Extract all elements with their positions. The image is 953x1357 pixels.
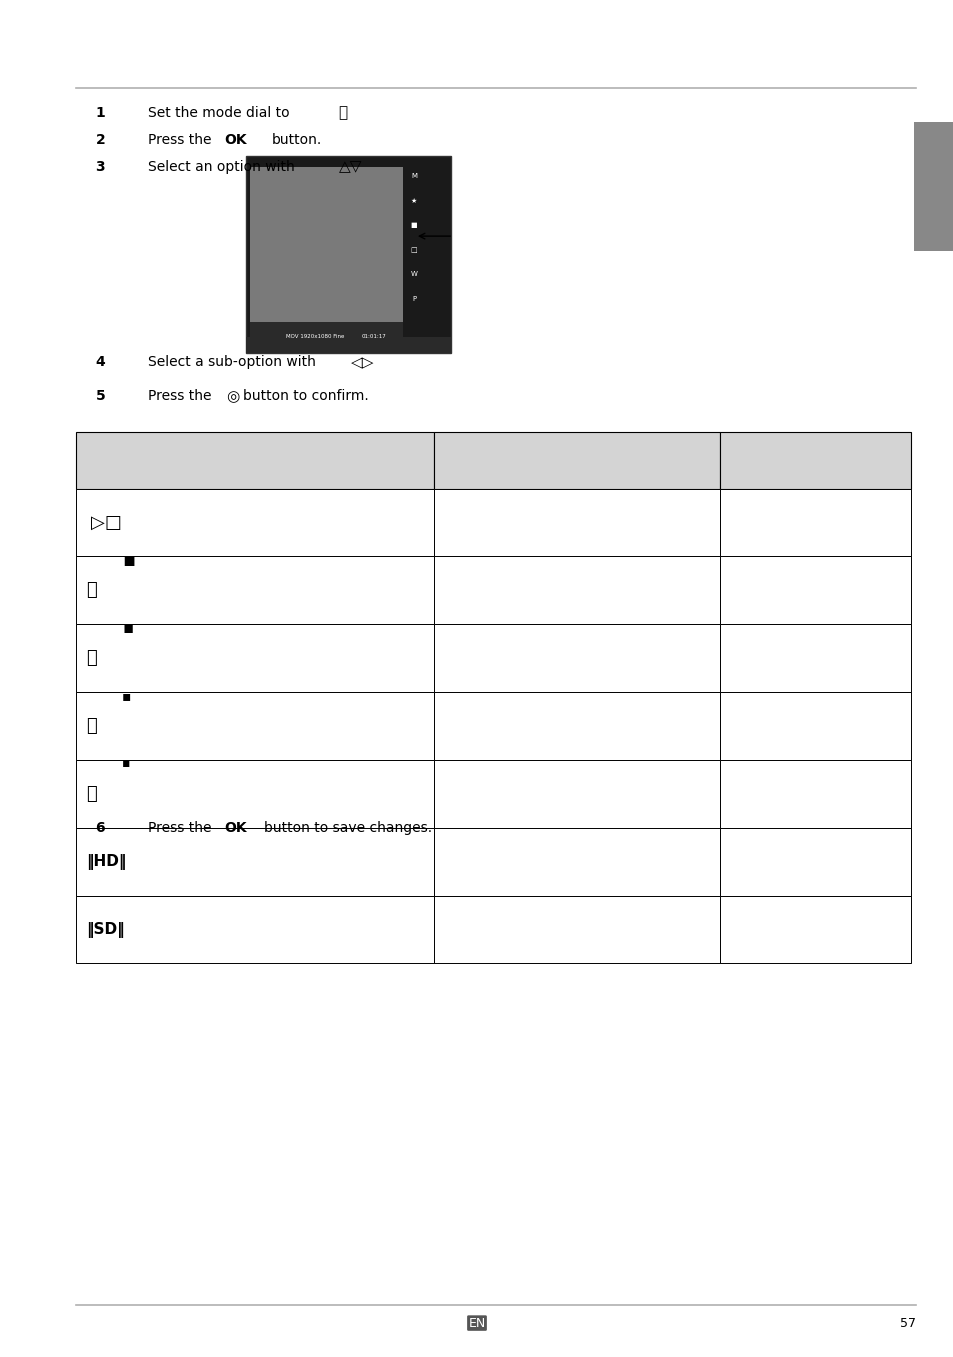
Text: W: W <box>410 271 417 277</box>
Text: 1: 1 <box>95 106 105 119</box>
Text: 2: 2 <box>95 133 105 147</box>
Bar <box>720 828 910 896</box>
Text: Select an option with: Select an option with <box>148 160 294 174</box>
Bar <box>434 828 720 896</box>
Text: 🎥: 🎥 <box>86 784 96 803</box>
Bar <box>434 624 720 692</box>
Text: 🎥: 🎥 <box>338 104 348 121</box>
Bar <box>434 896 720 963</box>
Text: ◁▷: ◁▷ <box>351 354 375 370</box>
Bar <box>76 489 434 556</box>
Bar <box>250 322 402 346</box>
Text: M: M <box>411 174 416 179</box>
Text: ▪: ▪ <box>122 551 135 570</box>
Bar <box>76 556 434 624</box>
Text: ▷□: ▷□ <box>91 513 121 532</box>
Text: EN: EN <box>468 1316 485 1330</box>
Bar <box>720 489 910 556</box>
Text: 5: 5 <box>95 389 105 403</box>
Text: button to save changes.: button to save changes. <box>264 821 432 835</box>
Text: Press the: Press the <box>148 821 212 835</box>
Bar <box>250 167 402 346</box>
Text: △▽: △▽ <box>338 159 362 175</box>
Bar <box>434 556 720 624</box>
Text: ◎: ◎ <box>226 388 239 404</box>
Text: Press the: Press the <box>148 389 212 403</box>
Text: Press the: Press the <box>148 133 212 147</box>
Text: 🎥: 🎥 <box>86 716 96 735</box>
Bar <box>720 692 910 760</box>
Text: ‖SD‖: ‖SD‖ <box>86 921 124 938</box>
Bar <box>76 692 434 760</box>
Bar <box>720 624 910 692</box>
Text: 🎥: 🎥 <box>86 581 96 600</box>
Text: P: P <box>412 296 416 301</box>
Bar <box>434 432 720 489</box>
Text: ▪: ▪ <box>122 757 131 771</box>
Bar <box>434 489 720 556</box>
Bar <box>76 896 434 963</box>
Text: Set the mode dial to: Set the mode dial to <box>148 106 289 119</box>
Text: ▪: ▪ <box>122 689 132 703</box>
Bar <box>246 156 451 353</box>
Text: 🎥: 🎥 <box>86 649 96 668</box>
Text: OK: OK <box>224 133 247 147</box>
Text: button to confirm.: button to confirm. <box>243 389 369 403</box>
Bar <box>76 828 434 896</box>
Text: □: □ <box>411 247 416 252</box>
Bar <box>402 167 425 322</box>
Bar <box>720 556 910 624</box>
Bar <box>720 760 910 828</box>
Text: 01:01:17: 01:01:17 <box>361 334 386 339</box>
Text: button.: button. <box>272 133 322 147</box>
Text: ★: ★ <box>411 198 416 204</box>
Text: ‖HD‖: ‖HD‖ <box>86 854 126 870</box>
Text: ■: ■ <box>411 223 416 228</box>
Bar <box>720 896 910 963</box>
Bar <box>246 337 451 353</box>
Bar <box>76 760 434 828</box>
Text: Select a sub-option with: Select a sub-option with <box>148 356 315 369</box>
Text: OK: OK <box>224 821 247 835</box>
Text: ▪: ▪ <box>122 619 133 638</box>
Bar <box>434 760 720 828</box>
Bar <box>913 122 953 251</box>
Text: 6: 6 <box>95 821 105 835</box>
Bar <box>76 624 434 692</box>
Text: 4: 4 <box>95 356 105 369</box>
Bar <box>434 692 720 760</box>
Text: MOV 1920x1080 Fine: MOV 1920x1080 Fine <box>286 334 344 339</box>
Bar <box>76 432 434 489</box>
Bar <box>720 432 910 489</box>
Text: 3: 3 <box>95 160 105 174</box>
Text: 57: 57 <box>899 1316 915 1330</box>
